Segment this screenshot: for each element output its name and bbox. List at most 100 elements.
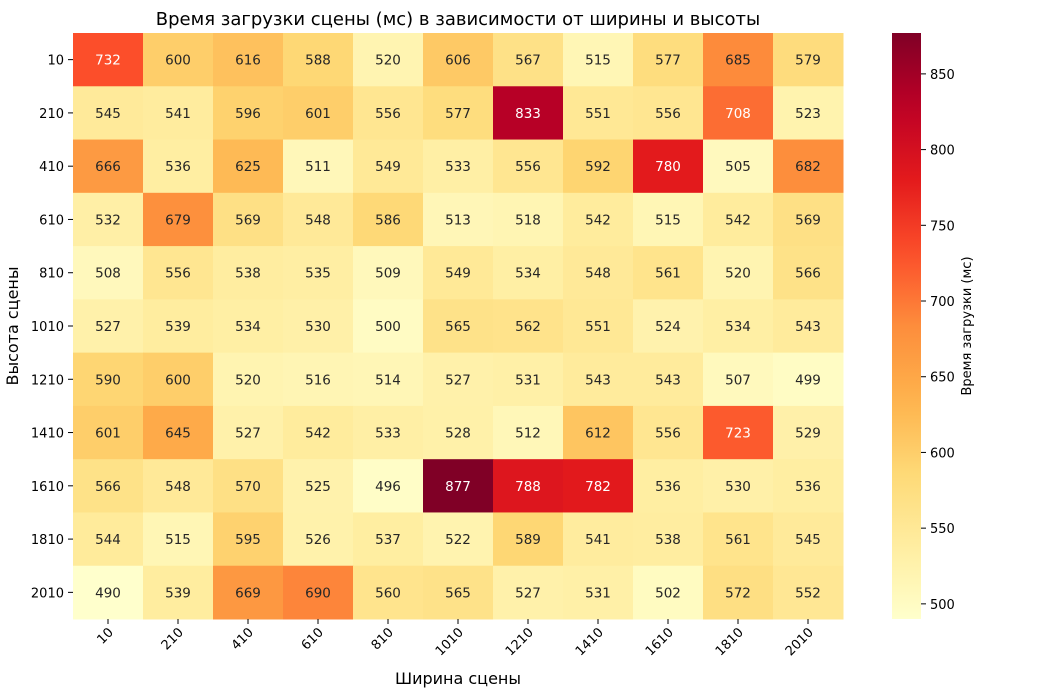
cell-value-label: 536 bbox=[165, 159, 191, 175]
cell-value-label: 569 bbox=[235, 212, 261, 228]
cell-value-label: 606 bbox=[445, 53, 471, 69]
heatmap-cell bbox=[353, 352, 424, 407]
cell-value-label: 513 bbox=[445, 212, 471, 228]
heatmap-cell bbox=[563, 299, 634, 354]
cell-value-label: 525 bbox=[305, 479, 331, 495]
colorbar-label: Время загрузки (мс) bbox=[960, 256, 975, 395]
y-tick-label: 1610 bbox=[31, 480, 64, 495]
cell-value-label: 596 bbox=[235, 106, 261, 122]
x-tick-label: 1610 bbox=[643, 625, 677, 659]
heatmap-cell bbox=[703, 512, 774, 567]
heatmap-cell bbox=[73, 192, 144, 247]
heatmap-cell bbox=[283, 33, 354, 87]
cell-value-label: 708 bbox=[725, 106, 751, 122]
cell-value-label: 522 bbox=[445, 532, 471, 548]
heatmap-cell bbox=[213, 139, 284, 194]
heatmap-cell bbox=[423, 86, 494, 141]
heatmap-cell bbox=[703, 405, 774, 460]
x-tick-label: 1410 bbox=[573, 625, 607, 659]
x-tick-label: 2010 bbox=[783, 625, 817, 659]
heatmap-cell bbox=[633, 86, 704, 141]
colorbar-tick-label: 600 bbox=[930, 446, 955, 461]
cell-value-label: 537 bbox=[375, 532, 401, 548]
heatmap-cell bbox=[353, 459, 424, 513]
cell-value-label: 509 bbox=[375, 266, 401, 282]
heatmap-cell bbox=[213, 246, 284, 300]
heatmap-cell bbox=[143, 33, 214, 87]
cell-value-label: 601 bbox=[95, 426, 121, 442]
heatmap-cell bbox=[773, 192, 844, 247]
cell-value-label: 600 bbox=[165, 53, 191, 69]
heatmap-cell bbox=[563, 459, 634, 513]
y-tick-label: 1410 bbox=[31, 427, 64, 442]
heatmap-cell bbox=[493, 192, 564, 247]
cell-value-label: 551 bbox=[585, 106, 611, 122]
cell-value-label: 511 bbox=[305, 159, 331, 175]
heatmap-cell bbox=[703, 246, 774, 300]
cell-value-label: 589 bbox=[515, 532, 541, 548]
cell-value-label: 534 bbox=[515, 266, 541, 282]
heatmap-cell bbox=[703, 192, 774, 247]
heatmap-cell bbox=[283, 459, 354, 513]
cell-value-label: 556 bbox=[515, 159, 541, 175]
cell-value-label: 530 bbox=[305, 319, 331, 335]
cell-value-label: 732 bbox=[95, 53, 121, 69]
cell-value-label: 577 bbox=[655, 53, 681, 69]
x-tick-label: 810 bbox=[369, 625, 397, 653]
heatmap-cell bbox=[493, 459, 564, 513]
heatmap-cell bbox=[633, 246, 704, 300]
heatmap-cell bbox=[283, 86, 354, 141]
y-tick-label: 810 bbox=[39, 267, 64, 282]
heatmap-cell bbox=[563, 352, 634, 407]
heatmap-cell bbox=[563, 86, 634, 141]
heatmap-cell bbox=[493, 139, 564, 194]
heatmap-cell bbox=[353, 86, 424, 141]
cell-value-label: 595 bbox=[235, 532, 261, 548]
cell-value-label: 548 bbox=[165, 479, 191, 495]
cell-value-label: 535 bbox=[305, 266, 331, 282]
colorbar-tick-label: 550 bbox=[930, 522, 955, 537]
x-tick-label: 1210 bbox=[503, 625, 537, 659]
heatmap-cell bbox=[353, 33, 424, 87]
cell-value-label: 507 bbox=[725, 372, 751, 388]
cell-value-label: 690 bbox=[305, 585, 331, 601]
cell-value-label: 560 bbox=[375, 585, 401, 601]
cell-value-label: 542 bbox=[305, 426, 331, 442]
cell-value-label: 666 bbox=[95, 159, 121, 175]
heatmap-cell bbox=[353, 405, 424, 460]
heatmap-cell bbox=[423, 565, 494, 620]
cell-value-label: 532 bbox=[95, 212, 121, 228]
x-tick-label: 1810 bbox=[713, 625, 747, 659]
heatmap-cell bbox=[493, 86, 564, 141]
heatmap-cell bbox=[283, 299, 354, 354]
heatmap-cell bbox=[703, 565, 774, 620]
heatmap-cell bbox=[703, 139, 774, 194]
cell-value-label: 534 bbox=[725, 319, 751, 335]
cell-value-label: 542 bbox=[585, 212, 611, 228]
heatmap-cell bbox=[703, 352, 774, 407]
heatmap-cell bbox=[283, 512, 354, 567]
cell-value-label: 561 bbox=[725, 532, 751, 548]
cell-value-label: 531 bbox=[585, 585, 611, 601]
y-tick-label: 1810 bbox=[31, 533, 64, 548]
cell-value-label: 520 bbox=[235, 372, 261, 388]
cell-value-label: 515 bbox=[585, 53, 611, 69]
cell-value-label: 515 bbox=[165, 532, 191, 548]
cell-value-label: 496 bbox=[375, 479, 401, 495]
heatmap-cell bbox=[423, 405, 494, 460]
heatmap-cell bbox=[493, 565, 564, 620]
cell-value-label: 538 bbox=[655, 532, 681, 548]
heatmap-cell bbox=[423, 192, 494, 247]
cell-value-label: 552 bbox=[795, 585, 821, 601]
cell-value-label: 536 bbox=[795, 479, 821, 495]
cell-value-label: 625 bbox=[235, 159, 261, 175]
heatmap-cell bbox=[773, 299, 844, 354]
colorbar-tick-label: 700 bbox=[930, 295, 955, 310]
heatmap-cell bbox=[493, 352, 564, 407]
heatmap-cell bbox=[773, 139, 844, 194]
heatmap-cell bbox=[353, 192, 424, 247]
heatmap-cell bbox=[73, 246, 144, 300]
cell-value-label: 526 bbox=[305, 532, 331, 548]
